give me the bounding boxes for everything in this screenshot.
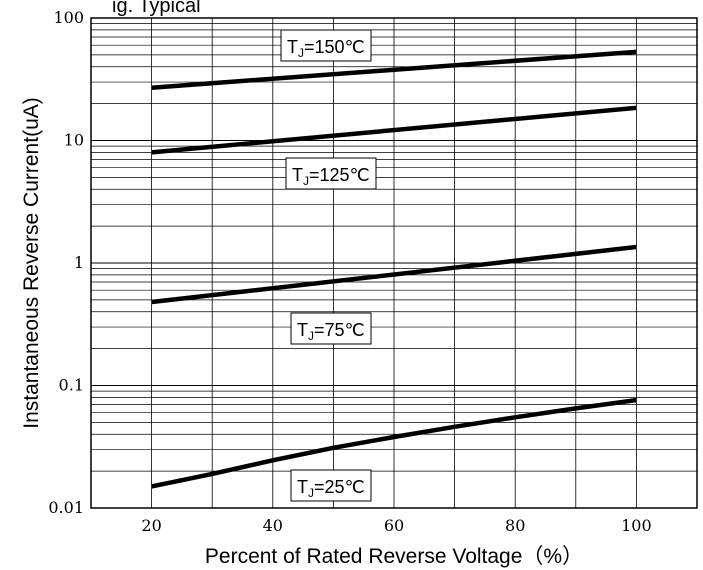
x-tick-label: 20 bbox=[141, 516, 161, 535]
series-label: TJ=25℃ bbox=[290, 469, 372, 502]
series-label-box bbox=[290, 469, 372, 502]
series-curves bbox=[151, 49, 637, 489]
x-tick-label: 100 bbox=[621, 516, 652, 535]
x-tick-label: 60 bbox=[384, 516, 404, 535]
series-line bbox=[151, 105, 637, 155]
series-labels: TJ=150℃ TJ=125℃ TJ=75℃ TJ=25℃ bbox=[280, 29, 377, 502]
y-tick-label: 10 bbox=[64, 131, 84, 150]
series-label-box bbox=[285, 157, 377, 190]
series-label-box bbox=[280, 29, 372, 62]
series-line bbox=[151, 244, 637, 305]
axis-ticks: 20 40 60 80 100 0.01 0.1 1 10 100 bbox=[48, 8, 651, 535]
series-label-text: TJ=75℃ bbox=[297, 320, 365, 343]
plot-frame bbox=[90, 17, 698, 509]
series-label-box bbox=[290, 312, 372, 345]
plot-grid bbox=[91, 18, 697, 508]
series-label: TJ=75℃ bbox=[290, 312, 372, 345]
series-line bbox=[151, 397, 637, 489]
series-label-text: TJ=150℃ bbox=[287, 37, 365, 60]
y-tick-label: 0.01 bbox=[48, 498, 84, 517]
y-tick-label: 0.1 bbox=[59, 376, 84, 395]
series-label: TJ=150℃ bbox=[280, 29, 372, 62]
chart-title: ig. Typical bbox=[112, 0, 201, 17]
series-line bbox=[151, 49, 637, 90]
x-tick-label: 80 bbox=[505, 516, 525, 535]
series-label-text: TJ=25℃ bbox=[297, 477, 365, 500]
x-axis-label: Percent of Rated Reverse Voltage（%） bbox=[205, 545, 583, 568]
y-tick-label: 100 bbox=[53, 8, 84, 27]
y-axis-label: Instantaneous Reverse Current(uA) bbox=[20, 97, 43, 429]
series-label-text: TJ=125℃ bbox=[292, 165, 370, 188]
x-tick-label: 40 bbox=[263, 516, 283, 535]
series-label: TJ=125℃ bbox=[285, 157, 377, 190]
y-tick-label: 1 bbox=[74, 253, 84, 272]
